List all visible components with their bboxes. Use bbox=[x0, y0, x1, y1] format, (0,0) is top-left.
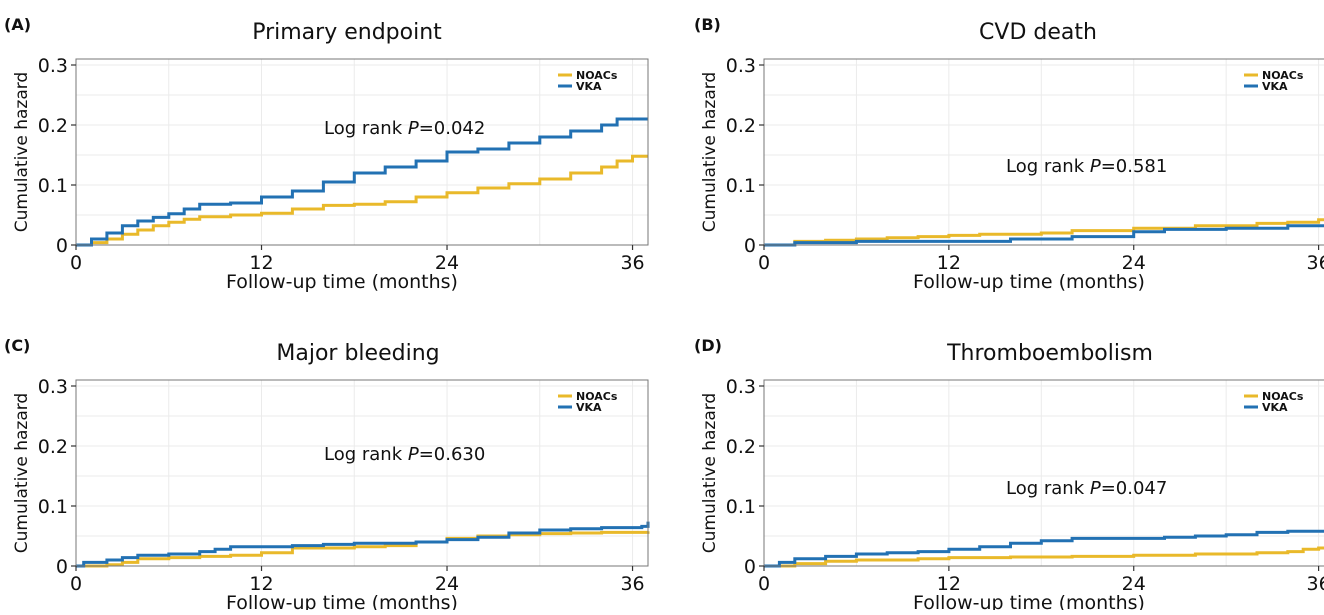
y-tick-label: 0.1 bbox=[726, 496, 756, 518]
annotation-value: =0.042 bbox=[419, 118, 486, 139]
annotation-prefix: Log rank bbox=[324, 444, 408, 465]
x-axis-label: Follow-up time (months) bbox=[226, 271, 458, 293]
legend-label-vka: VKA bbox=[576, 80, 602, 93]
plot-frame bbox=[763, 379, 1324, 567]
x-tick-label: 36 bbox=[620, 252, 644, 274]
x-axis-label: Follow-up time (months) bbox=[913, 271, 1145, 293]
y-tick-label: 0.2 bbox=[726, 115, 756, 137]
plot-frame bbox=[763, 58, 1324, 246]
legend-label-vka: VKA bbox=[1262, 401, 1288, 414]
log-rank-annotation: Log rank P=0.581 bbox=[1006, 156, 1167, 177]
series-line-vka bbox=[764, 529, 1324, 568]
y-tick-label: 0.3 bbox=[726, 55, 756, 77]
annotation-value: =0.581 bbox=[1101, 156, 1168, 177]
x-tick-label: 12 bbox=[937, 252, 961, 274]
x-tick-label: 24 bbox=[435, 252, 459, 274]
y-axis-label: Cumulative hazard bbox=[12, 393, 32, 553]
y-tick-label: 0.3 bbox=[38, 55, 68, 77]
annotation-prefix: Log rank bbox=[324, 118, 408, 139]
y-tick-label: 0.1 bbox=[726, 175, 756, 197]
x-tick-label: 0 bbox=[758, 573, 770, 595]
x-tick-label: 12 bbox=[249, 573, 273, 595]
legend-label-noacs: NOACs bbox=[1262, 390, 1304, 403]
panel-label: (A) bbox=[4, 15, 31, 34]
x-tick-label: 0 bbox=[758, 252, 770, 274]
panel-label: (B) bbox=[694, 15, 721, 34]
y-tick-label: 0 bbox=[744, 235, 756, 257]
y-tick-label: 0.3 bbox=[726, 376, 756, 398]
chart-title: CVD death bbox=[979, 20, 1097, 45]
grid bbox=[764, 59, 1324, 245]
x-tick-label: 36 bbox=[620, 573, 644, 595]
y-tick-label: 0.2 bbox=[726, 436, 756, 458]
legend-label-noacs: NOACs bbox=[576, 69, 618, 82]
x-tick-label: 24 bbox=[1122, 252, 1146, 274]
plot-frame bbox=[75, 379, 649, 567]
y-tick-label: 0.2 bbox=[38, 115, 68, 137]
chart-title: Primary endpoint bbox=[252, 20, 442, 45]
legend-label-vka: VKA bbox=[576, 401, 602, 414]
annotation-prefix: Log rank bbox=[1006, 156, 1090, 177]
series-line-vka bbox=[764, 224, 1324, 247]
plot-frame bbox=[75, 58, 649, 246]
log-rank-annotation: Log rank P=0.630 bbox=[324, 444, 485, 465]
x-tick-label: 12 bbox=[937, 573, 961, 595]
annotation-p: P bbox=[1090, 156, 1101, 177]
panel-d: (D) Thromboembolism 0 0.1 0.2 0.3 0 12 24 36 Follo… bbox=[694, 336, 1324, 614]
x-tick-label: 24 bbox=[1122, 573, 1146, 595]
annotation-prefix: Log rank bbox=[1006, 478, 1090, 499]
annotation-p: P bbox=[408, 444, 419, 465]
panel-c: (C) Major bleeding 0 0.1 0.2 0.3 0 12 24 36 Follow… bbox=[4, 336, 650, 614]
annotation-p: P bbox=[408, 118, 419, 139]
log-rank-annotation: Log rank P=0.042 bbox=[324, 118, 485, 139]
x-tick-label: 24 bbox=[435, 573, 459, 595]
legend-label-noacs: NOACs bbox=[1262, 69, 1304, 82]
series-line-vka bbox=[76, 117, 648, 247]
y-axis-label: Cumulative hazard bbox=[700, 72, 720, 232]
annotation-value: =0.047 bbox=[1101, 478, 1168, 499]
grid bbox=[76, 380, 648, 566]
panel-label: (D) bbox=[694, 336, 722, 355]
x-axis-label: Follow-up time (months) bbox=[913, 592, 1145, 610]
log-rank-annotation: Log rank P=0.047 bbox=[1006, 478, 1167, 499]
annotation-value: =0.630 bbox=[419, 444, 486, 465]
panel-b: (B) CVD death 0 0.1 0.2 0.3 0 12 24 36 Follow-up t… bbox=[694, 15, 1324, 293]
series-line-noacs bbox=[764, 218, 1324, 247]
panel-label: (C) bbox=[4, 336, 30, 355]
y-tick-label: 0.1 bbox=[38, 175, 68, 197]
y-tick-label: 0.3 bbox=[38, 376, 68, 398]
legend-label-noacs: NOACs bbox=[576, 390, 618, 403]
series-line-noacs bbox=[764, 546, 1324, 568]
y-tick-label: 0 bbox=[56, 556, 68, 578]
y-tick-label: 0 bbox=[56, 235, 68, 257]
x-tick-label: 12 bbox=[249, 252, 273, 274]
x-tick-label: 0 bbox=[70, 252, 82, 274]
annotation-p: P bbox=[1090, 478, 1101, 499]
y-tick-label: 0.1 bbox=[38, 496, 68, 518]
chart-title: Major bleeding bbox=[276, 341, 439, 366]
x-axis-label: Follow-up time (months) bbox=[226, 592, 458, 610]
y-tick-label: 0 bbox=[744, 556, 756, 578]
panel-a: (A) Primary endpoint 0 0.1 0.2 0.3 0 12 24 36 Foll… bbox=[4, 15, 649, 293]
x-tick-label: 36 bbox=[1307, 573, 1324, 595]
legend-label-vka: VKA bbox=[1262, 80, 1288, 93]
x-tick-label: 36 bbox=[1307, 252, 1324, 274]
y-axis-label: Cumulative hazard bbox=[12, 72, 32, 232]
x-tick-label: 0 bbox=[70, 573, 82, 595]
chart-title: Thromboembolism bbox=[946, 341, 1153, 366]
series-line-noacs bbox=[76, 154, 648, 247]
y-tick-label: 0.2 bbox=[38, 436, 68, 458]
series-line-vka bbox=[76, 521, 650, 568]
grid bbox=[764, 380, 1324, 566]
y-axis-label: Cumulative hazard bbox=[700, 393, 720, 553]
